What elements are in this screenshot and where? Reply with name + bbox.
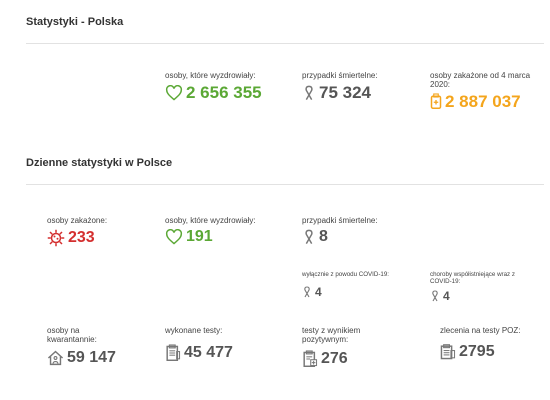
heart-icon bbox=[165, 229, 183, 245]
stat-label: wyłącznie z powodu COVID-19: bbox=[302, 271, 390, 278]
stat-value: 2795 bbox=[459, 343, 495, 360]
stat-total-recovered: osoby, które wyzdrowiały: 2 656 355 bbox=[165, 71, 262, 101]
stat-poz-orders: zlecenia na testy POZ: 2795 bbox=[440, 326, 520, 360]
clipboard-positive-icon bbox=[302, 350, 318, 368]
stat-tests: wykonane testy: 45 477 bbox=[165, 326, 233, 362]
divider bbox=[26, 43, 544, 44]
stat-label: testy z wynikiem pozytywnym: bbox=[302, 326, 361, 344]
stat-daily-recovered: osoby, które wyzdrowiały: 191 bbox=[165, 216, 256, 245]
stat-value: 276 bbox=[321, 350, 348, 367]
stat-total-infected: osoby zakażone od 4 marca 2020: 2 887 03… bbox=[430, 71, 540, 110]
ribbon-icon bbox=[302, 229, 316, 245]
stat-label: osoby zakażone: bbox=[47, 216, 108, 225]
stat-value: 2 656 355 bbox=[186, 83, 262, 102]
stat-total-deaths: przypadki śmiertelne: 75 324 bbox=[302, 71, 378, 101]
section-title-daily: Dzienne statystyki w Polsce bbox=[26, 157, 173, 169]
stat-deaths-covid-only: wyłącznie z powodu COVID-19: 4 bbox=[302, 271, 389, 298]
stat-label: przypadki śmiertelne: bbox=[302, 216, 378, 225]
stat-value: 2 887 037 bbox=[445, 92, 521, 111]
stat-quarantine: osoby na kwarantannie: 59 147 bbox=[47, 326, 117, 366]
clipboard-icon bbox=[165, 344, 181, 362]
stat-value: 4 bbox=[443, 289, 450, 303]
stat-label: choroby współistniejące wraz z COVID-19: bbox=[430, 271, 515, 285]
document-plus-icon bbox=[430, 93, 442, 110]
stat-label: osoby zakażone od 4 marca 2020: bbox=[430, 71, 531, 89]
stat-positive-tests: testy z wynikiem pozytywnym: 276 bbox=[302, 326, 402, 368]
virus-icon bbox=[47, 229, 65, 247]
stat-value: 75 324 bbox=[319, 83, 371, 102]
section-title-poland: Statystyki - Polska bbox=[26, 16, 124, 28]
stat-label: zlecenia na testy POZ: bbox=[440, 326, 521, 335]
stat-value: 8 bbox=[319, 228, 328, 245]
stat-label: osoby, które wyzdrowiały: bbox=[165, 71, 256, 80]
stat-daily-deaths: przypadki śmiertelne: 8 bbox=[302, 216, 378, 245]
clipboard-order-icon bbox=[440, 344, 456, 360]
stat-value: 191 bbox=[186, 228, 213, 245]
ribbon-icon bbox=[302, 286, 312, 298]
ribbon-icon bbox=[430, 290, 440, 302]
stat-label: osoby, które wyzdrowiały: bbox=[165, 216, 256, 225]
stat-label: wykonane testy: bbox=[165, 326, 223, 335]
stat-value: 59 147 bbox=[67, 349, 116, 366]
stat-daily-infected: osoby zakażone: 233 bbox=[47, 216, 107, 247]
home-person-icon bbox=[47, 350, 64, 366]
stat-label: przypadki śmiertelne: bbox=[302, 71, 378, 80]
heart-icon bbox=[165, 84, 183, 101]
ribbon-icon bbox=[302, 85, 316, 101]
stat-value: 4 bbox=[315, 285, 322, 299]
stat-value: 45 477 bbox=[184, 344, 233, 361]
stat-deaths-comorbid: choroby współistniejące wraz z COVID-19:… bbox=[430, 271, 530, 302]
stat-value: 233 bbox=[68, 229, 95, 246]
divider bbox=[26, 184, 544, 185]
stat-label: osoby na kwarantannie: bbox=[47, 326, 97, 344]
